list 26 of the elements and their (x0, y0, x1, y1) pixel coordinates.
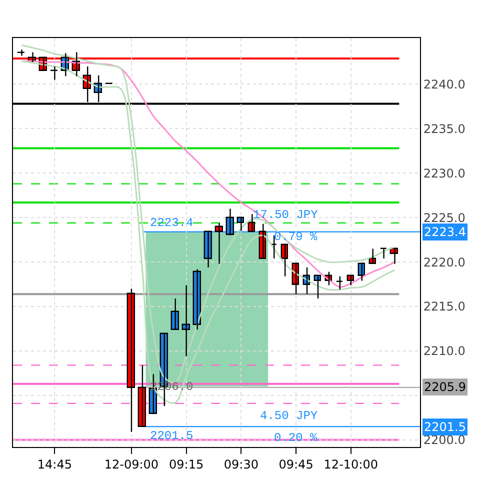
annotation: 2206.0 (150, 380, 194, 394)
candlestick (50, 66, 58, 80)
y-tick-label: 2225.0 (423, 210, 466, 225)
y-tick-label: 2200.0 (423, 433, 466, 448)
y-tick-label: 2215.0 (423, 300, 466, 314)
ref-line-label: 2201.5 (424, 420, 466, 434)
x-tick-label: 12-09:00 (104, 457, 159, 472)
annotation: 4.50 JPY (260, 409, 318, 423)
x-tick-label: 09:45 (278, 457, 314, 472)
x-tick-label: 14:45 (37, 457, 72, 472)
y-tick-label: 2230.0 (423, 166, 466, 180)
y-tick-label: 2220.0 (423, 255, 466, 270)
annotation: 0.79 % (274, 230, 318, 244)
x-tick-label: 12-10:00 (324, 457, 378, 472)
annotation: 17.50 JPY (253, 208, 318, 222)
candlestick (380, 248, 387, 260)
annotation: 2223.4 (150, 216, 194, 230)
candlestick (16, 48, 25, 56)
ref-line-label: 2205.9 (424, 380, 466, 394)
candlestick (336, 276, 343, 290)
ref-line-label: 2223.4 (424, 225, 466, 239)
x-tick-label: 09:15 (169, 457, 204, 472)
y-tick-label: 2235.0 (423, 122, 466, 136)
y-tick-label: 2210.0 (423, 344, 466, 358)
y-tick-label: 2240.0 (423, 77, 466, 92)
x-tick-label: 09:30 (224, 457, 258, 472)
